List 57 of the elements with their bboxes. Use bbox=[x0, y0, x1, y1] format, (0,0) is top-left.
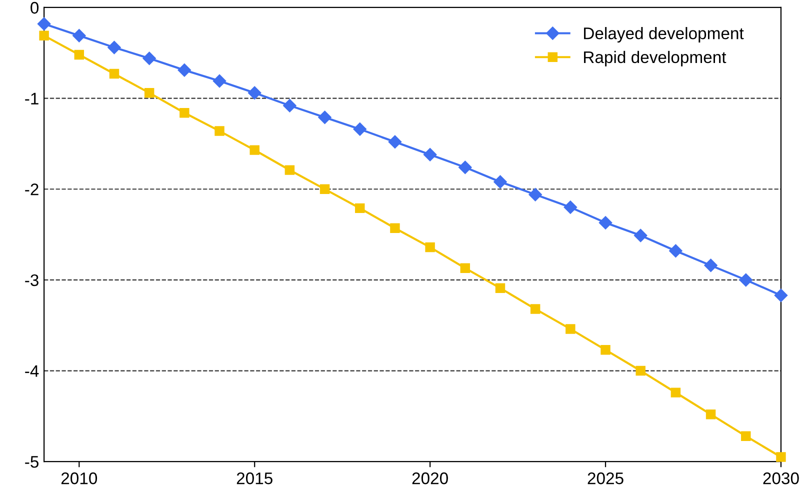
point bbox=[423, 148, 437, 162]
x-tick-label: 2025 bbox=[588, 472, 624, 484]
y-tick-label: -4 bbox=[25, 365, 39, 377]
point bbox=[248, 86, 262, 100]
point bbox=[774, 288, 788, 302]
point bbox=[566, 324, 576, 334]
y-tick-label: -5 bbox=[25, 456, 38, 468]
point bbox=[250, 145, 260, 155]
y-tick-label: -2 bbox=[25, 184, 38, 196]
point bbox=[600, 345, 610, 355]
point bbox=[180, 108, 190, 118]
point bbox=[214, 126, 224, 136]
point bbox=[670, 388, 681, 398]
point bbox=[109, 68, 120, 79]
point bbox=[353, 122, 366, 136]
point bbox=[460, 263, 470, 273]
point bbox=[706, 409, 716, 420]
x-tick-label: 2015 bbox=[236, 472, 272, 484]
y-tick-label: -1 bbox=[25, 92, 38, 104]
y-tick-label: -3 bbox=[25, 274, 38, 286]
point bbox=[739, 273, 752, 287]
legend-label: Rapid development bbox=[584, 50, 726, 66]
point bbox=[741, 431, 751, 442]
point bbox=[37, 17, 51, 30]
point bbox=[144, 88, 154, 98]
point bbox=[178, 64, 192, 77]
y-tick-label: 0 bbox=[30, 2, 39, 14]
point bbox=[284, 165, 295, 175]
point bbox=[528, 188, 542, 202]
point bbox=[494, 175, 507, 188]
legend-label: Delayed development bbox=[584, 27, 744, 43]
point bbox=[634, 228, 648, 242]
point bbox=[530, 304, 540, 314]
point bbox=[108, 40, 121, 54]
point bbox=[142, 52, 156, 65]
point bbox=[564, 200, 578, 214]
point bbox=[283, 98, 296, 112]
point bbox=[458, 160, 472, 174]
point bbox=[318, 110, 332, 124]
point bbox=[495, 283, 506, 293]
point bbox=[212, 74, 226, 88]
point bbox=[776, 452, 786, 462]
x-tick-label: 2030 bbox=[763, 472, 799, 484]
x-tick-label: 2020 bbox=[412, 472, 448, 484]
point bbox=[598, 216, 612, 230]
point bbox=[72, 29, 86, 42]
point bbox=[704, 258, 718, 272]
point bbox=[390, 223, 400, 234]
point bbox=[388, 135, 402, 148]
point bbox=[355, 203, 365, 214]
point bbox=[669, 244, 682, 258]
x-tick-label: 2010 bbox=[61, 472, 98, 484]
point bbox=[320, 184, 330, 194]
point bbox=[74, 50, 84, 60]
point bbox=[425, 242, 435, 252]
point bbox=[39, 30, 49, 40]
point bbox=[636, 366, 646, 376]
